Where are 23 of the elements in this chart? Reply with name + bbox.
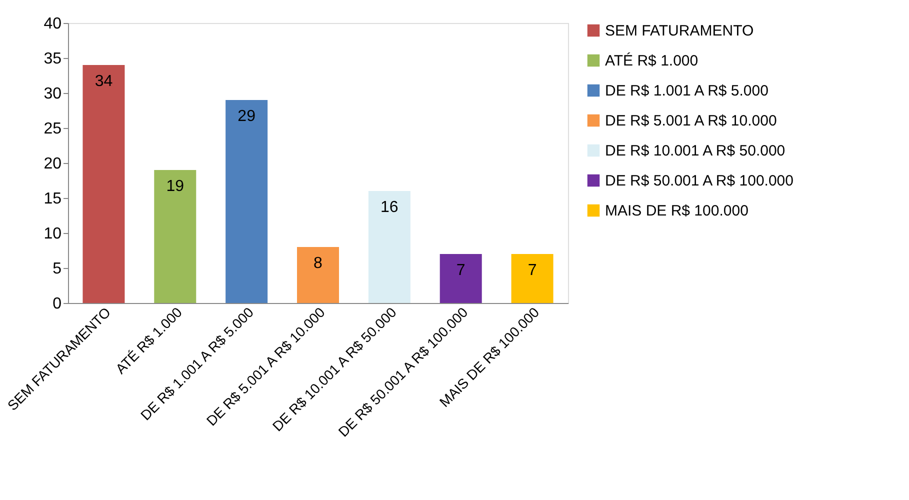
y-tick-label: 40: [44, 16, 62, 32]
data-label: 29: [238, 108, 256, 125]
data-label: 34: [94, 73, 113, 90]
y-tick-label: 5: [52, 260, 62, 278]
y-tick-label: 25: [44, 120, 62, 138]
y-tick-label: 35: [44, 50, 62, 68]
legend-label: DE R$ 50.001 A R$ 100.000: [605, 172, 794, 190]
legend-label: DE R$ 1.001 A R$ 5.000: [605, 82, 768, 100]
data-label: 8: [314, 255, 323, 272]
data-label: 7: [456, 262, 466, 279]
legend-label: DE R$ 5.001 A R$ 10.000: [605, 112, 777, 130]
y-tick-label: 10: [44, 226, 62, 242]
data-label: 7: [528, 262, 537, 279]
y-tick-label: 30: [44, 86, 62, 102]
legend-label: SEM FATURAMENTO: [605, 22, 754, 40]
data-label: 16: [380, 199, 398, 216]
legend-label: DE R$ 10.001 A R$ 50.000: [605, 142, 786, 160]
data-label: 19: [166, 178, 184, 195]
legend-label: ATÉ R$ 1.000: [605, 52, 698, 70]
y-tick-label: 15: [44, 190, 62, 208]
y-tick-label: 20: [44, 156, 62, 172]
legend-label: MAIS DE R$ 100.000: [605, 202, 748, 220]
y-tick-label: 0: [52, 296, 62, 312]
